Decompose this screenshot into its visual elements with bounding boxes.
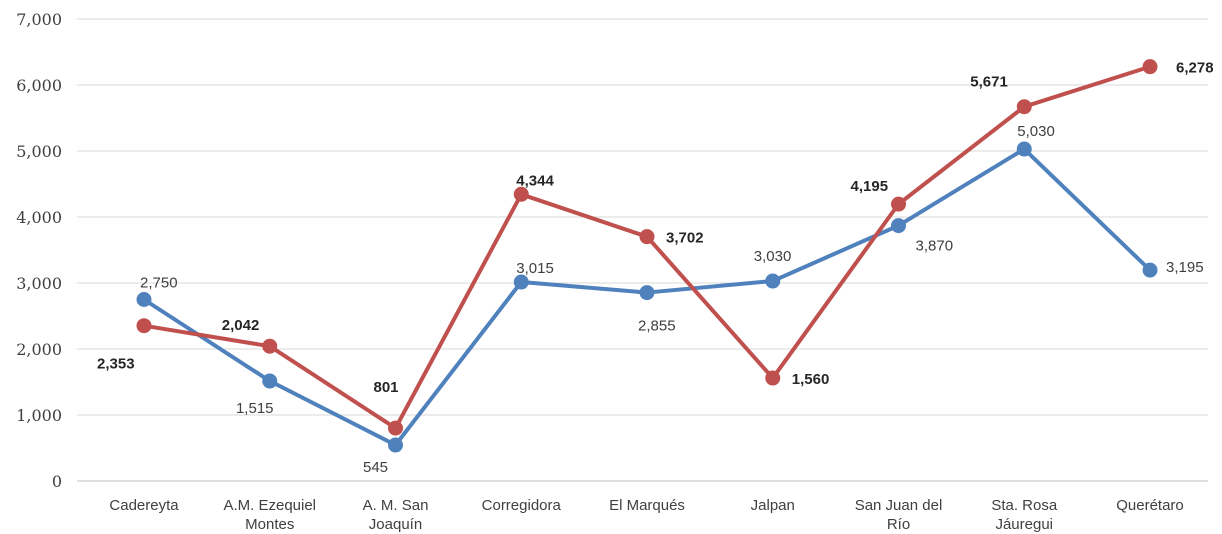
x-tick-label: Jalpan xyxy=(751,497,795,514)
series-lines xyxy=(142,64,1152,448)
series-0-point xyxy=(262,373,278,389)
y-tick-label: 2,000 xyxy=(16,340,62,359)
series-1-data-label: 2,353 xyxy=(97,356,135,373)
series-0-point xyxy=(765,273,781,289)
series-0-point xyxy=(1142,262,1158,278)
x-axis: Cadereyta A.M. Ezequiel Montes A. M. San Joa… xyxy=(109,497,1183,533)
x-tick-label: San Juan del Río xyxy=(855,497,943,533)
y-tick-label: 3,000 xyxy=(16,274,62,293)
series-0-data-label: 3,195 xyxy=(1166,259,1204,276)
x-tick-label: Sta. Rosa Jáuregui xyxy=(991,497,1058,533)
x-tick-label: Cadereyta xyxy=(109,497,179,514)
series-markers xyxy=(136,59,1158,453)
series-0-point xyxy=(136,292,152,307)
series-0-point xyxy=(891,218,906,234)
series-1-line xyxy=(142,64,1152,431)
series-1-data-label: 6,278 xyxy=(1176,60,1214,77)
x-tick-label: A. M. San Joaquín xyxy=(363,497,429,533)
series-1-data-label: 5,671 xyxy=(970,74,1008,91)
series-0-data-label: 545 xyxy=(363,459,388,476)
y-tick-label: 5,000 xyxy=(16,142,62,161)
x-tick-label: El Marqués xyxy=(609,497,685,514)
series-1-data-label: 3,702 xyxy=(666,230,704,247)
data-labels: 2,750 1,515 545 3,015 2,855 3,030 3,870 5,030 3,… xyxy=(97,60,1214,476)
y-tick-label: 0 xyxy=(52,472,62,491)
series-1-point xyxy=(1142,59,1158,75)
y-tick-label: 7,000 xyxy=(16,10,62,29)
series-0-data-label: 2,855 xyxy=(638,318,676,335)
series-1-point xyxy=(639,229,655,245)
series-1-data-label: 801 xyxy=(374,379,399,396)
series-1-point xyxy=(262,338,278,354)
y-axis: 0 1,000 2,000 3,000 4,000 5,000 6,000 7,000 xyxy=(16,10,62,491)
y-tick-label: 6,000 xyxy=(16,76,62,95)
series-0-data-label: 3,870 xyxy=(916,238,954,255)
x-tick-label: A.M. Ezequiel Montes xyxy=(223,497,316,533)
series-1-point xyxy=(1016,99,1032,115)
series-0-point xyxy=(513,274,529,290)
series-1-data-label: 4,195 xyxy=(851,178,889,195)
x-tick-label: Corregidora xyxy=(482,497,562,514)
series-0-point xyxy=(639,285,655,301)
series-0-data-label: 2,750 xyxy=(140,275,178,292)
y-tick-label: 4,000 xyxy=(16,208,62,227)
series-0-data-label: 3,015 xyxy=(516,260,554,277)
series-1-data-label: 2,042 xyxy=(222,317,260,334)
y-tick-label: 1,000 xyxy=(16,406,62,425)
series-1-point xyxy=(136,318,152,334)
series-0-data-label: 1,515 xyxy=(236,400,274,417)
series-1-data-label: 4,344 xyxy=(516,172,554,189)
series-1-point xyxy=(765,370,781,386)
x-tick-label: Querétaro xyxy=(1116,497,1184,514)
series-0-data-label: 3,030 xyxy=(754,248,792,265)
series-0-point xyxy=(1016,141,1032,157)
series-1-point xyxy=(388,420,403,436)
series-0-data-label: 5,030 xyxy=(1017,123,1055,140)
series-0-point xyxy=(388,437,403,453)
series-1-point xyxy=(513,186,529,202)
series-1-data-label: 1,560 xyxy=(792,371,830,388)
series-1-point xyxy=(891,196,906,212)
